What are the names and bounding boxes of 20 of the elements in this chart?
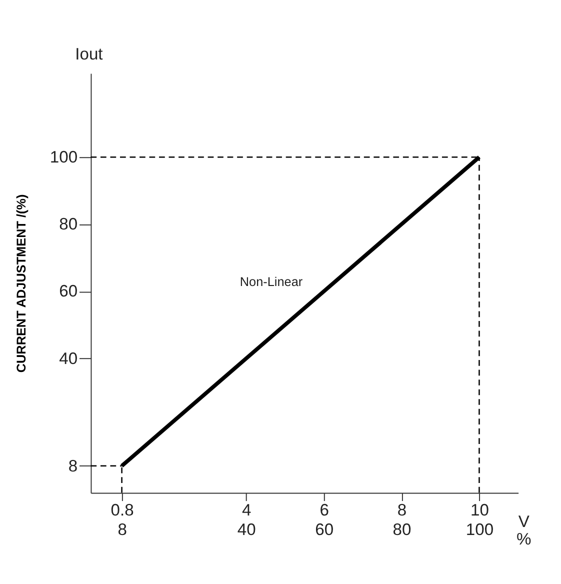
x2-tick-label: 60	[315, 520, 334, 540]
x-axis-title: V	[518, 512, 530, 531]
y-axis-title: CURRENT ADJUSTMENT /(%)	[14, 194, 28, 373]
x2-tick-label: 8	[118, 520, 127, 540]
x2-tick-label: 80	[392, 520, 412, 540]
y-tick-label: 80	[59, 214, 78, 234]
y-tick-label: 8	[68, 456, 78, 476]
y-tick-label: 40	[59, 348, 78, 368]
x-tick-label: 10	[470, 500, 489, 520]
series-label: Non-Linear	[240, 275, 304, 290]
x2-tick-label: 40	[237, 520, 256, 540]
y-tick-label: 100	[50, 147, 78, 166]
x-tick-label: 8	[397, 500, 407, 520]
x-tick-label: 6	[320, 500, 329, 520]
y-tick-label: 60	[59, 282, 78, 301]
x-tick-label: 0.8	[110, 500, 134, 520]
text: Iout	[75, 44, 104, 64]
x2-axis-title: %	[516, 529, 532, 548]
x2-tick-label: 100	[466, 520, 494, 540]
x-tick-label: 4	[242, 500, 252, 520]
